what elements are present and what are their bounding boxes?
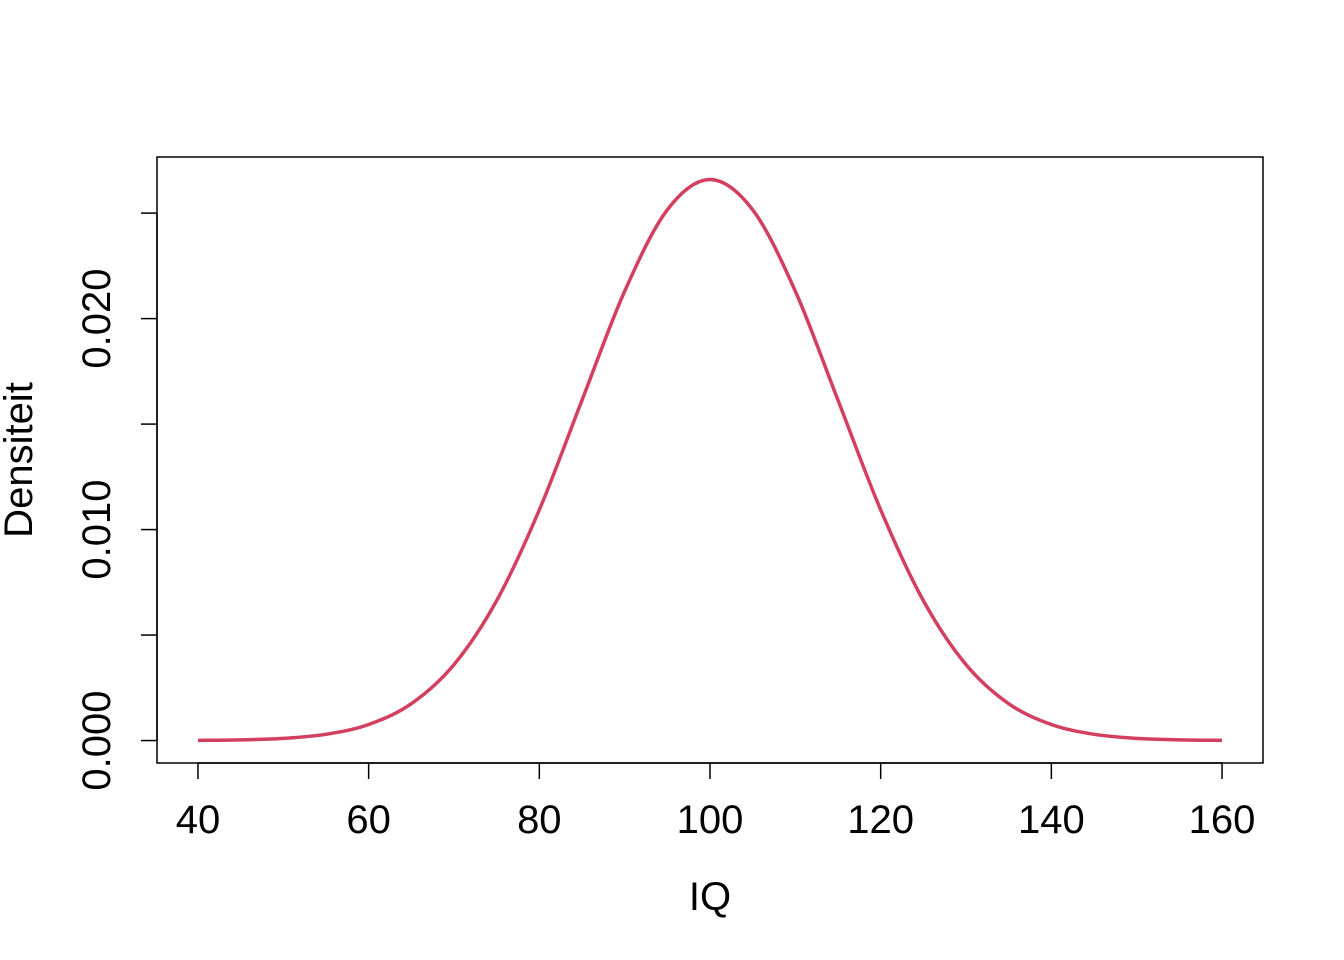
- x-axis-label: IQ: [689, 875, 731, 919]
- x-tick-label: 60: [346, 798, 391, 842]
- y-axis-label: Densiteit: [0, 382, 41, 538]
- x-tick-label: 40: [176, 798, 221, 842]
- x-tick-label: 120: [847, 798, 914, 842]
- x-tick-label: 160: [1189, 798, 1256, 842]
- density-line: [197, 177, 1223, 743]
- plot-frame: [156, 156, 1264, 764]
- y-tick-label: 0.000: [75, 690, 119, 790]
- y-tick-label: 0.010: [75, 480, 119, 580]
- x-tick-label: 140: [1018, 798, 1085, 842]
- x-tick-label: 80: [517, 798, 562, 842]
- x-tick-label: 100: [677, 798, 744, 842]
- y-tick-label: 0.020: [75, 269, 119, 369]
